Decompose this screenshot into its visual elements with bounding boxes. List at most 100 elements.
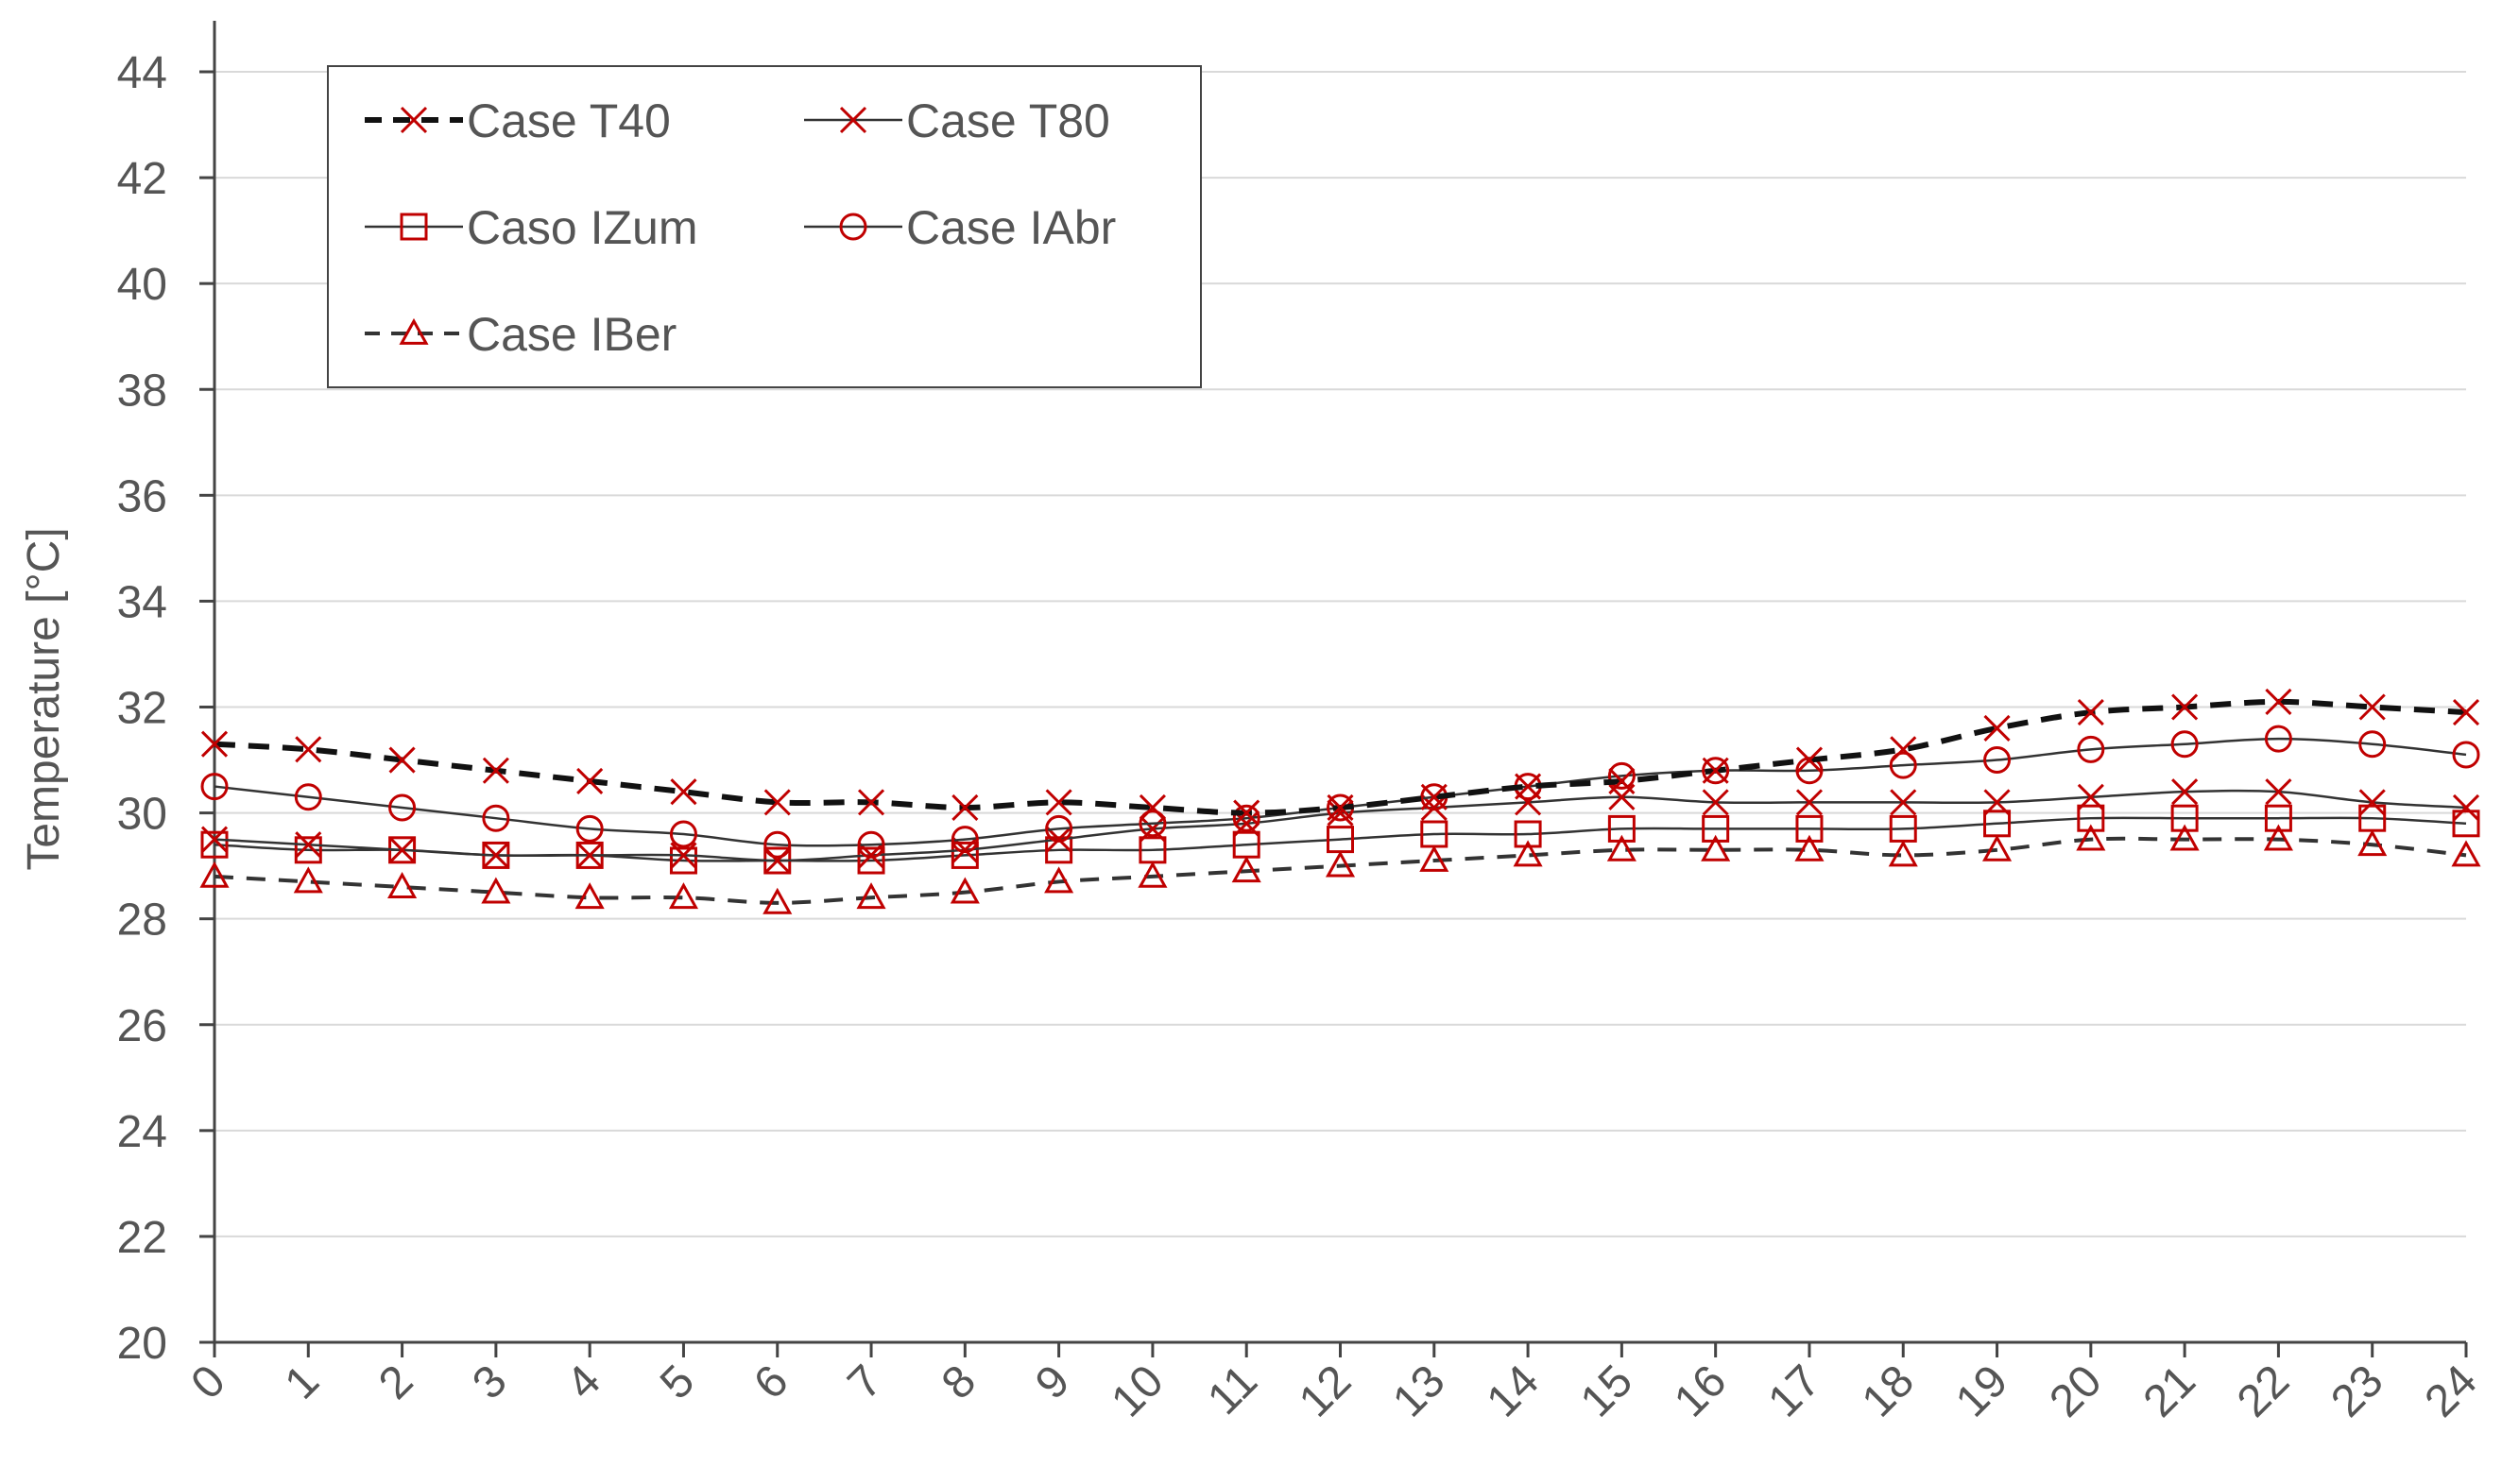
data-point-case-t40: [1515, 773, 1542, 800]
x-tick-label: 13: [1383, 1356, 1454, 1426]
y-tick-label: 42: [117, 154, 167, 204]
series-line-case-iber: [214, 836, 2467, 905]
x-tick-label: 19: [1946, 1356, 2017, 1426]
data-point-caso-izum: [951, 841, 979, 869]
series: [199, 688, 2481, 914]
data-point-case-t80: [670, 842, 697, 869]
x-tick-label: 2: [369, 1356, 422, 1408]
data-point-case-t40: [763, 789, 791, 816]
x-tick-label: 17: [1759, 1356, 1830, 1426]
data-point-case-iabr: [575, 814, 604, 843]
legend-marker: [400, 213, 428, 241]
data-point-caso-izum: [1327, 826, 1354, 854]
data-point-caso-izum: [1232, 830, 1260, 859]
x-tick-label: 20: [2040, 1356, 2111, 1426]
x-tick-label: 7: [838, 1356, 891, 1408]
data-point-case-iabr: [200, 773, 229, 801]
x-tick-label: 12: [1290, 1356, 1361, 1426]
data-point-case-iber: [2357, 829, 2388, 857]
data-point-case-t80: [1420, 793, 1448, 822]
x-tick-label: 1: [276, 1356, 329, 1408]
data-point-case-t40: [1233, 799, 1260, 827]
legend-marker: [839, 213, 867, 241]
x-tick-label: 24: [2416, 1356, 2487, 1426]
legend-label: Case IBer: [467, 308, 677, 361]
x-tick-label: 22: [2228, 1356, 2299, 1426]
legend-label: Caso IZum: [467, 201, 698, 254]
data-point-case-iabr: [857, 830, 885, 859]
data-point-case-t80: [2171, 778, 2199, 806]
data-point-case-iabr: [1139, 810, 1167, 838]
y-axis-title: Temperature [°C]: [19, 527, 69, 870]
data-point-case-t80: [1702, 789, 1729, 816]
x-tick-label: 6: [745, 1356, 797, 1408]
data-point-caso-izum: [1702, 814, 1730, 843]
data-point-case-iabr: [2077, 735, 2105, 763]
data-point-case-t80: [295, 831, 322, 859]
series-case-t40: [200, 688, 2480, 827]
data-point-case-iber: [293, 866, 323, 894]
data-point-case-iabr: [2264, 725, 2292, 753]
series-case-iber: [199, 824, 2481, 914]
data-point-case-t80: [1890, 789, 1917, 816]
x-tick-label: 8: [933, 1356, 985, 1408]
legend-item-case-t80: Case T80: [804, 94, 1110, 147]
data-point-case-iber: [1044, 866, 1074, 894]
x-tick-label: 11: [1198, 1356, 1267, 1424]
data-point-case-iber: [668, 882, 699, 910]
x-tick-label: 9: [1026, 1356, 1079, 1408]
data-point-case-t80: [2077, 783, 2104, 810]
x-tick-label: 5: [651, 1356, 704, 1408]
data-point-caso-izum: [669, 846, 697, 875]
data-point-caso-izum: [2077, 804, 2105, 832]
data-point-caso-izum: [1983, 810, 2012, 838]
x-tick-labels: 0 1 2 3 4 5 6 7 8 9 10 11 12 13 14 15 16 17 18 19 20 21 22 23 24: [181, 1342, 2487, 1427]
data-point-caso-izum: [2358, 804, 2387, 832]
data-point-case-t40: [200, 730, 229, 758]
data-point-case-t40: [295, 736, 322, 763]
data-point-case-t80: [482, 842, 509, 869]
data-point-case-t40: [951, 793, 979, 822]
data-point-case-t80: [576, 842, 604, 869]
data-point-case-iber: [1138, 861, 1168, 888]
legend-marker: [400, 106, 428, 134]
data-point-caso-izum: [1607, 814, 1636, 843]
data-point-case-iabr: [1702, 757, 1730, 785]
data-point-case-t80: [1139, 815, 1166, 843]
data-point-case-t80: [200, 826, 229, 853]
y-tick-label: 20: [117, 1319, 167, 1369]
data-point-case-t40: [1327, 793, 1354, 822]
data-point-caso-izum: [200, 830, 229, 859]
data-point-case-t40: [482, 757, 509, 784]
data-point-case-iabr: [1983, 746, 2012, 775]
x-tick-label: 14: [1478, 1356, 1549, 1426]
legend-item-case-t40: Case T40: [365, 94, 671, 147]
y-tick-label: 26: [117, 1001, 167, 1051]
data-point-case-t80: [2452, 793, 2480, 822]
data-point-case-t40: [2171, 693, 2199, 721]
data-point-case-iber: [1513, 840, 1543, 867]
x-tick-label: 10: [1102, 1356, 1173, 1426]
data-point-case-iabr: [1889, 751, 1917, 779]
data-point-case-t80: [1045, 826, 1072, 853]
data-point-caso-izum: [2452, 810, 2480, 838]
data-point-case-iabr: [951, 826, 979, 854]
data-point-case-iber: [1606, 834, 1637, 861]
data-point-case-t40: [857, 789, 885, 816]
y-tick-label: 38: [117, 366, 167, 416]
legend-item-case-iber: Case IBer: [365, 308, 677, 361]
data-point-case-t40: [1608, 767, 1636, 795]
data-point-case-t40: [1983, 714, 2011, 742]
data-point-case-iabr: [1232, 804, 1260, 832]
legend: Case T40 Case T80 Caso IZum Case IAbr Case I…: [327, 65, 1202, 388]
data-point-case-t80: [1795, 789, 1824, 816]
data-point-case-t80: [951, 836, 979, 863]
data-point-case-t40: [1139, 793, 1166, 822]
x-tick-label: 16: [1665, 1356, 1736, 1426]
data-point-case-iber: [763, 887, 793, 914]
data-point-case-t40: [576, 767, 604, 795]
y-tick-label: 40: [117, 260, 167, 310]
data-point-case-iber: [2169, 824, 2200, 851]
legend-item-caso-izum: Caso IZum: [365, 201, 698, 254]
data-point-case-iber: [1981, 834, 2013, 861]
